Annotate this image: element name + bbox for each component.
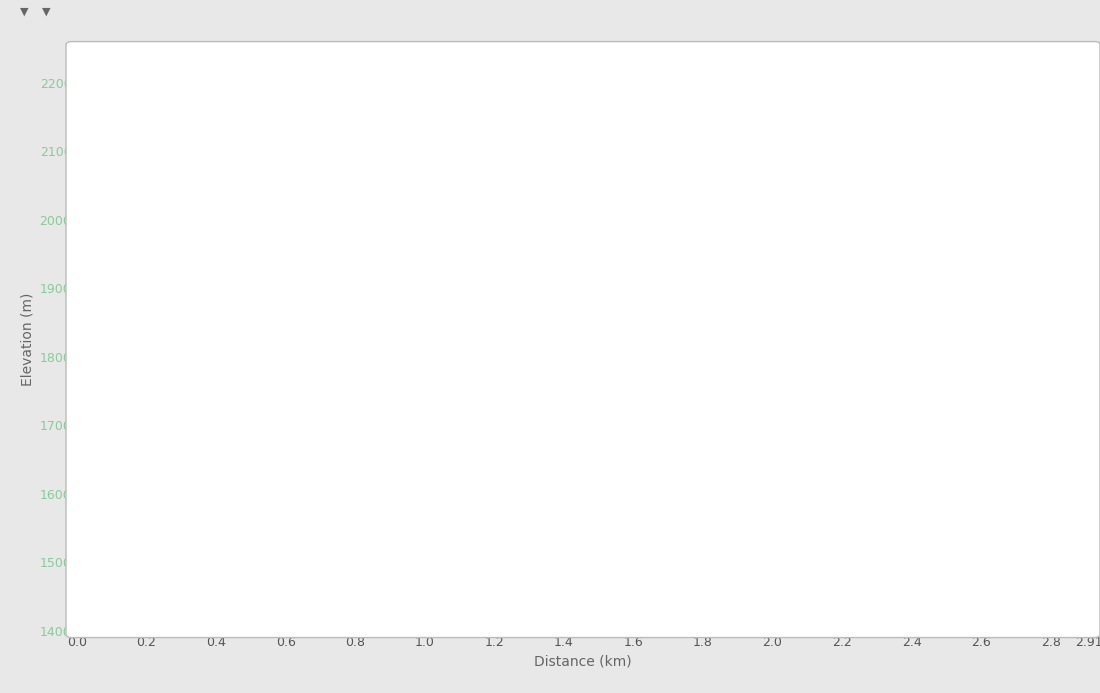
Text: Kananaskis :: Mt. Kidd Lookout Elevation Profile: Kananaskis :: Mt. Kidd Lookout Elevation…: [234, 75, 729, 93]
Text: ▼: ▼: [20, 6, 29, 17]
X-axis label: Distance (km): Distance (km): [535, 655, 631, 669]
Text: ▼: ▼: [42, 6, 51, 17]
Text: Total:  ~650: Total: ~650: [324, 165, 427, 179]
Y-axis label: Elevation (m): Elevation (m): [20, 293, 34, 386]
Text: Start:  1510m   Max: 2140m: Start: 1510m Max: 2140m: [256, 121, 495, 135]
